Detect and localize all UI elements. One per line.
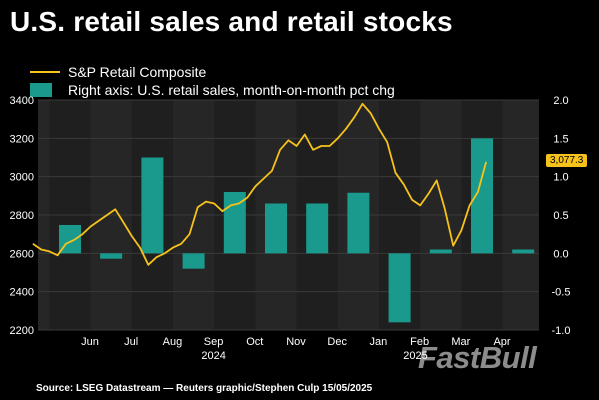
bar-mar [471,138,493,254]
bar-jul [141,157,164,254]
left-axis-tick-label: 3400 [10,95,34,107]
fastbull-watermark: FastBull [418,340,537,375]
right-axis-tick-label: -1.0 [552,325,571,337]
bar-jun [100,253,123,259]
x-axis-month-label: Sep [204,336,224,348]
x-axis-year-label: 2025 [403,350,427,362]
x-axis-month-label: Mar [451,336,470,348]
right-axis-tick-label: 0.5 [553,210,568,222]
x-axis-month-label: Jul [124,336,138,348]
right-axis-tick-label: 0.0 [553,248,568,260]
right-axis-tick-label: 1.5 [553,133,568,145]
x-axis-year-label: 2024 [201,350,225,362]
left-axis-tick-label: 2400 [10,287,34,299]
bar-apr [512,249,535,254]
x-axis-month-label: Feb [410,336,429,348]
bar-feb [429,249,452,254]
x-axis-month-label: Jun [81,336,99,348]
right-axis-tick-label: 1.0 [553,172,568,184]
source-note: Source: LSEG Datastream — Reuters graphi… [36,383,373,394]
legend-line-swatch [30,71,60,73]
legend-bar-item: Right axis: U.S. retail sales, month-on-… [30,82,395,98]
bar-nov [306,203,329,254]
retail-composite-line [32,102,487,266]
left-axis-tick-label: 3200 [10,133,34,145]
bar-dec [347,192,370,254]
left-axis-tick-label: 2200 [10,325,34,337]
x-axis-month-label: Nov [286,336,306,348]
x-axis-month-label: Aug [163,336,183,348]
legend-bar-label: Right axis: U.S. retail sales, month-on-… [68,82,395,98]
left-axis-tick-label: 3000 [10,172,34,184]
x-axis-month-label: Oct [246,336,263,348]
left-axis-tick-label: 2600 [10,248,34,260]
right-axis-tick-label: 2.0 [553,95,568,107]
x-axis-month-label: Dec [327,336,347,348]
left-axis-tick-label: 2800 [10,210,34,222]
legend-line-item: S&P Retail Composite [30,64,206,80]
legend-line-label: S&P Retail Composite [68,64,207,80]
bar-aug [182,253,205,269]
right-axis-tick-label: -0.5 [552,287,571,299]
bar-jan [388,253,411,323]
x-axis-month-label: Apr [493,336,510,348]
x-axis-month-label: Jan [370,336,388,348]
last-value-badge: 3,077.3 [546,154,588,167]
bar-oct [265,203,287,254]
chart-title: U.S. retail sales and retail stocks [10,6,453,37]
legend-bar-swatch [30,83,52,97]
